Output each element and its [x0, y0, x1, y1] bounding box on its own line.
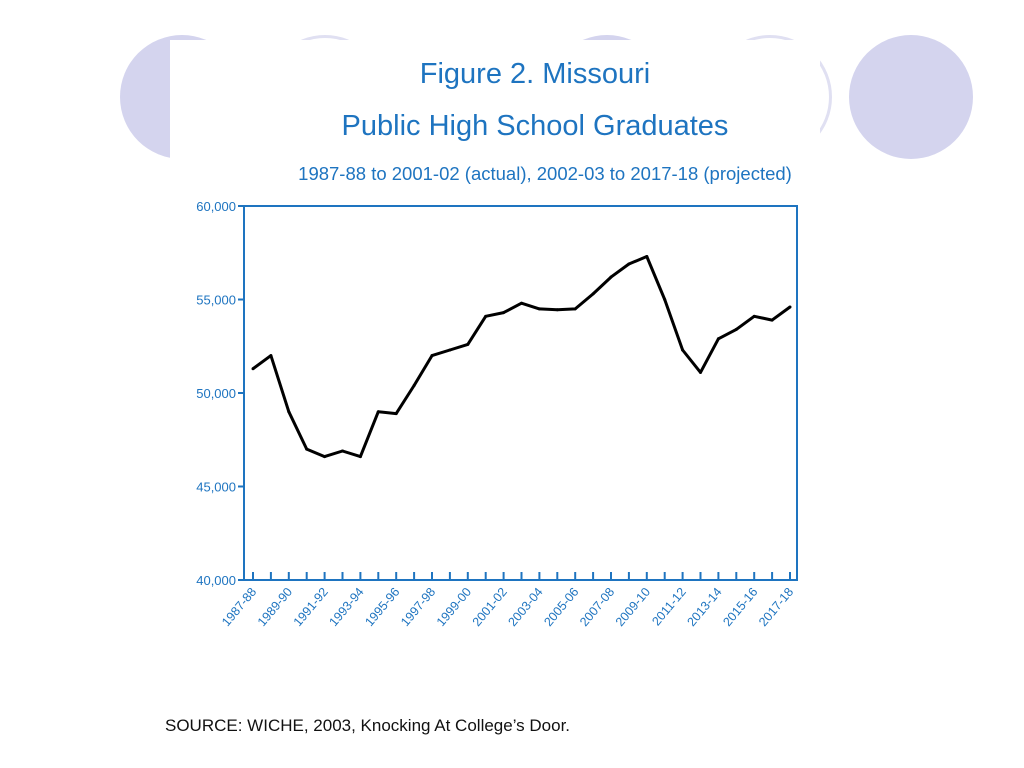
data-point — [269, 354, 273, 358]
data-point — [287, 410, 291, 414]
data-point — [358, 455, 362, 459]
source-note: SOURCE: WICHE, 2003, Knocking At College… — [165, 716, 571, 735]
plot-frame — [243, 205, 798, 581]
x-tick-label: 1999-00 — [434, 585, 474, 629]
data-point — [502, 311, 506, 315]
x-tick-label: 1993-94 — [326, 585, 366, 629]
y-tick-label: 60,000 — [196, 199, 236, 214]
data-point — [412, 384, 416, 388]
x-tick-label: 1987-88 — [219, 585, 259, 629]
data-point — [609, 275, 613, 279]
data-point — [716, 337, 720, 341]
x-tick-label: 2005-06 — [541, 585, 581, 629]
x-tick-label: 1989-90 — [255, 585, 295, 629]
x-tick-label: 1995-96 — [362, 585, 402, 629]
data-point — [520, 301, 523, 305]
data-point — [752, 314, 756, 318]
y-tick-label: 40,000 — [196, 573, 236, 588]
y-tick-label: 55,000 — [196, 293, 236, 308]
graduates-line — [252, 255, 791, 459]
data-point — [663, 298, 667, 301]
data-point — [734, 327, 738, 331]
x-tick-label: 2009-10 — [613, 585, 653, 629]
x-tick-label: 2007-08 — [577, 585, 617, 629]
data-point — [394, 412, 398, 416]
x-tick-label: 2013-14 — [684, 585, 724, 629]
chart-title: Figure 2. Missouri — [419, 58, 651, 90]
data-point — [466, 342, 470, 346]
chart-title-line-2: Public High School Graduates — [341, 110, 729, 142]
x-tick-label: 1997-98 — [398, 585, 438, 629]
x-tick-label: 2015-16 — [720, 585, 760, 629]
x-tick-label: 2011-12 — [649, 585, 689, 628]
data-point — [430, 354, 434, 358]
data-point — [376, 410, 380, 414]
data-point — [770, 318, 774, 322]
data-point — [555, 308, 559, 312]
figure-panel — [170, 40, 820, 200]
data-point — [627, 262, 631, 266]
data-point — [484, 314, 488, 318]
data-point — [448, 348, 452, 352]
y-tick-label: 50,000 — [196, 386, 236, 401]
data-point — [341, 449, 344, 453]
x-tick-label: 2001-02 — [470, 585, 510, 629]
data-point — [681, 348, 685, 352]
decorative-circle-5 — [849, 35, 973, 159]
data-point — [537, 307, 541, 311]
y-tick-label: 45,000 — [196, 480, 236, 495]
chart-subtitle: 1987-88 to 2001-02 (actual), 2002-03 to … — [298, 163, 792, 184]
x-tick-label: 2017-18 — [756, 585, 796, 629]
data-point — [645, 254, 649, 258]
data-point — [591, 292, 595, 296]
data-point — [788, 305, 792, 309]
data-point — [573, 307, 577, 311]
x-tick-label: 1991-92 — [291, 585, 331, 629]
data-point — [305, 447, 309, 451]
data-point — [251, 367, 255, 371]
data-point — [699, 370, 702, 374]
x-tick-label: 2003-04 — [505, 585, 545, 629]
data-point — [323, 455, 327, 459]
line-chart: 40,000 45,000 50,000 55,000 60,000 1987-88198… — [196, 199, 798, 629]
